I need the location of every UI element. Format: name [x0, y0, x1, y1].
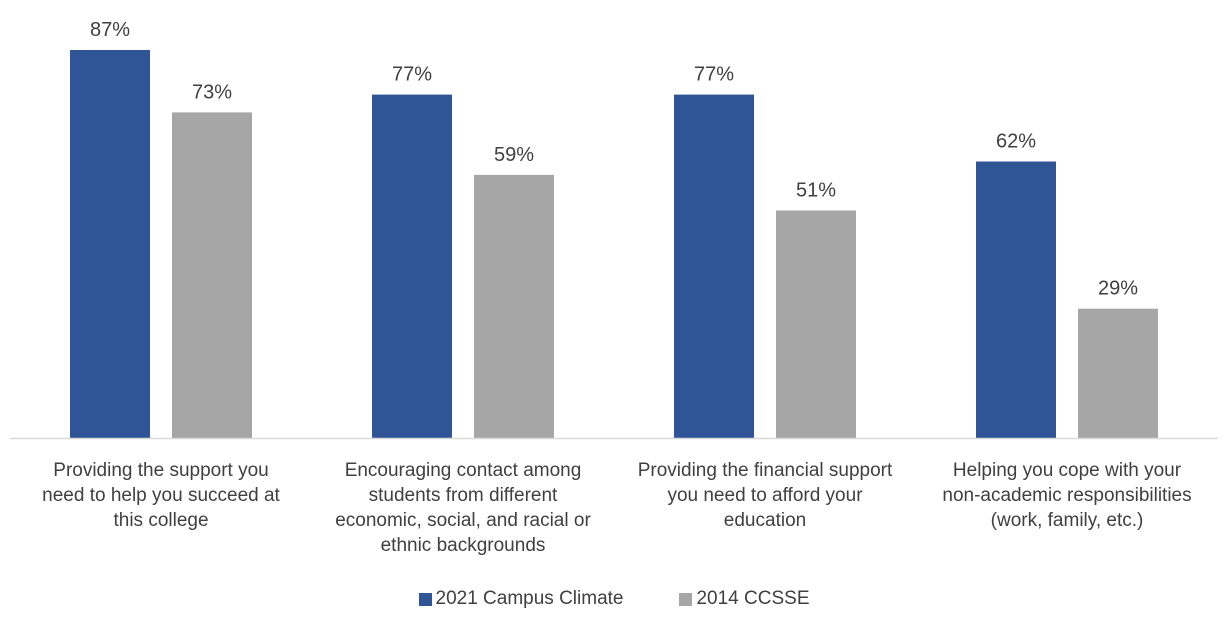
data-label-series-1-cat-4: 62%	[996, 131, 1036, 153]
data-labels-layer: 87% 73% 77% 59% 77% 51% 62% 29%	[90, 19, 1138, 300]
category-label-3: Providing the financial support you need …	[638, 460, 893, 531]
data-label-series-2-cat-2: 59%	[494, 144, 534, 166]
data-label-series-1-cat-1: 87%	[90, 19, 130, 41]
data-label-series-2-cat-3: 51%	[796, 180, 836, 202]
legend-label-series-1: 2021 Campus Climate	[435, 588, 624, 609]
category-label-1-line-2: need to help you succeed at	[42, 485, 280, 506]
legend-item-series-1: 2021 Campus Climate	[418, 588, 624, 610]
bars-layer	[70, 50, 1158, 439]
category-label-4-line-2: non-academic responsibilities	[942, 485, 1191, 506]
category-label-1-line-1: Providing the support you	[53, 460, 268, 481]
category-label-4-line-3: (work, family, etc.)	[991, 510, 1144, 531]
category-label-2-line-1: Encouraging contact among	[345, 460, 582, 481]
category-label-2: Encouraging contact among students from d…	[335, 460, 591, 556]
category-label-2-line-3: economic, social, and racial or	[335, 510, 591, 531]
category-label-3-line-1: Providing the financial support	[638, 460, 893, 481]
category-label-2-line-4: ethnic backgrounds	[381, 535, 546, 556]
legend: 2021 Campus Climate 2014 CCSSE	[0, 588, 1228, 610]
category-label-4: Helping you cope with your non-academic r…	[942, 460, 1191, 531]
bar-series-1-cat-1	[70, 50, 150, 438]
bar-series-2-cat-2	[474, 174, 554, 438]
bar-series-1-cat-2	[372, 94, 452, 438]
data-label-series-1-cat-2: 77%	[392, 64, 432, 86]
data-label-series-2-cat-1: 73%	[192, 81, 232, 103]
category-label-1: Providing the support you need to help yo…	[42, 460, 280, 531]
bar-series-2-cat-1	[172, 112, 252, 439]
legend-swatch-series-2	[679, 592, 693, 606]
data-label-series-1-cat-3: 77%	[694, 64, 734, 86]
category-label-3-line-2: you need to afford your	[667, 485, 863, 506]
bar-series-1-cat-4	[976, 161, 1056, 438]
category-labels-layer: Providing the support you need to help yo…	[42, 460, 1191, 556]
category-label-3-line-3: education	[724, 510, 806, 531]
bar-series-1-cat-3	[674, 94, 754, 438]
legend-label-series-2: 2014 CCSSE	[696, 588, 810, 609]
bar-series-2-cat-3	[776, 210, 856, 438]
data-label-series-2-cat-4: 29%	[1098, 278, 1138, 300]
bar-series-2-cat-4	[1078, 308, 1158, 438]
category-label-1-line-3: this college	[113, 510, 208, 531]
category-label-4-line-1: Helping you cope with your	[953, 460, 1182, 481]
legend-item-series-2: 2014 CCSSE	[679, 588, 810, 610]
category-label-2-line-2: students from different	[369, 485, 558, 506]
legend-swatch-series-1	[418, 592, 432, 606]
